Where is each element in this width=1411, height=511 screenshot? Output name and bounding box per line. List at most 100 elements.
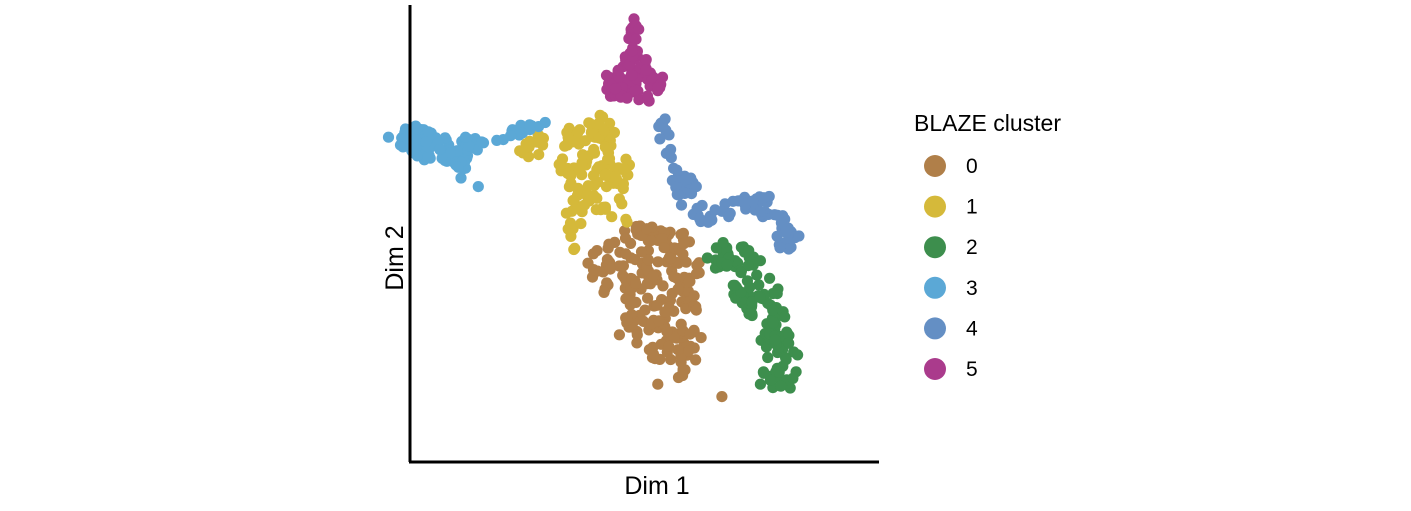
scatter-point-cluster-4 bbox=[653, 120, 665, 133]
legend-label-3: 3 bbox=[966, 277, 978, 300]
scatter-point-cluster-1 bbox=[598, 124, 610, 136]
legend-item-1: 1 bbox=[924, 195, 978, 219]
scatter-point-cluster-1 bbox=[599, 201, 612, 213]
scatter-point-cluster-1 bbox=[524, 135, 536, 147]
scatter-point-cluster-0 bbox=[598, 286, 610, 298]
legend-swatch-0 bbox=[924, 155, 946, 177]
x-axis-label: Dim 1 bbox=[624, 472, 689, 500]
scatter-point-cluster-0 bbox=[684, 328, 696, 340]
scatter-point-cluster-3 bbox=[411, 123, 423, 135]
scatter-point-cluster-1 bbox=[618, 163, 630, 175]
legend-label-2: 2 bbox=[966, 236, 978, 259]
scatter-point-cluster-1 bbox=[582, 180, 594, 192]
legend-swatch-2 bbox=[924, 236, 946, 259]
scatter-point-cluster-5 bbox=[633, 94, 645, 106]
scatter-point-cluster-5 bbox=[626, 45, 638, 57]
scatter-point-cluster-4 bbox=[702, 216, 714, 228]
scatter-point-cluster-2 bbox=[743, 308, 755, 320]
scatter-point-cluster-1 bbox=[610, 173, 622, 185]
scatter-point-cluster-3 bbox=[491, 134, 503, 146]
scatter-point-cluster-0 bbox=[668, 271, 680, 283]
scatter-point-cluster-1 bbox=[599, 141, 611, 153]
scatter-point-cluster-1 bbox=[588, 143, 600, 156]
scatter-point-cluster-0 bbox=[630, 296, 642, 308]
scatter-point-cluster-2 bbox=[767, 288, 779, 300]
scatter-point-cluster-1 bbox=[603, 153, 616, 165]
scatter-point-cluster-0 bbox=[690, 304, 702, 316]
scatter-point-cluster-4 bbox=[690, 181, 702, 193]
scatter-point-cluster-5 bbox=[633, 23, 645, 35]
scatter-point-cluster-3 bbox=[422, 126, 434, 138]
scatter-point-cluster-0 bbox=[613, 329, 626, 341]
scatter-point-cluster-5 bbox=[621, 92, 633, 104]
scatter-point-cluster-5 bbox=[640, 64, 652, 76]
scatter-point-cluster-2 bbox=[729, 279, 741, 291]
legend-swatch-1 bbox=[924, 195, 946, 218]
scatter-point-cluster-1 bbox=[562, 131, 574, 143]
scatter-point-cluster-0 bbox=[647, 348, 660, 360]
scatter-point-cluster-5 bbox=[600, 69, 613, 81]
scatter-point-cluster-3 bbox=[513, 129, 525, 141]
scatter-point-cluster-2 bbox=[764, 374, 777, 386]
scatter-point-cluster-0 bbox=[604, 263, 616, 275]
scatter-point-cluster-4 bbox=[780, 226, 792, 238]
scatter-point-cluster-3 bbox=[382, 131, 395, 143]
scatter-point-cluster-1 bbox=[579, 135, 592, 147]
scatter-point-cluster-2 bbox=[754, 378, 767, 390]
scatter-point-cluster-0 bbox=[587, 264, 600, 276]
scatter-point-cluster-0 bbox=[658, 242, 670, 254]
legend-item-2: 2 bbox=[924, 236, 978, 259]
legend-title: BLAZE cluster bbox=[914, 110, 1061, 136]
scatter-point-cluster-4 bbox=[654, 133, 666, 145]
scatter-point-cluster-3 bbox=[410, 134, 422, 147]
scatter-point-cluster-4 bbox=[727, 195, 739, 207]
scatter-point-cluster-5 bbox=[610, 83, 622, 95]
legend-label-4: 4 bbox=[966, 317, 978, 340]
scatter-point-cluster-0 bbox=[625, 237, 637, 249]
scatter-point-cluster-1 bbox=[606, 211, 618, 223]
scatter-point-cluster-5 bbox=[630, 33, 642, 45]
scatter-point-cluster-0 bbox=[677, 227, 690, 239]
scatter-point-cluster-2 bbox=[754, 291, 766, 303]
scatter-point-cluster-2 bbox=[792, 349, 804, 361]
points-layer bbox=[382, 13, 805, 403]
scatter-point-cluster-2 bbox=[775, 380, 787, 392]
scatter-point-cluster-1 bbox=[565, 170, 577, 182]
scatter-point-cluster-2 bbox=[743, 245, 755, 257]
scatter-point-cluster-0 bbox=[620, 248, 632, 260]
scatter-point-cluster-4 bbox=[663, 129, 675, 141]
scatter-point-cluster-1 bbox=[591, 192, 603, 204]
scatter-point-cluster-1 bbox=[600, 181, 613, 193]
scatter-point-cluster-0 bbox=[617, 260, 630, 272]
scatter-point-cluster-2 bbox=[751, 269, 763, 281]
scatter-point-cluster-4 bbox=[694, 213, 706, 225]
scatter-point-cluster-4 bbox=[671, 164, 683, 176]
scatter-point-cluster-0 bbox=[663, 340, 675, 352]
scatter-point-cluster-0 bbox=[668, 331, 681, 343]
scatter-point-cluster-0 bbox=[587, 248, 600, 260]
scatter-point-cluster-5 bbox=[626, 69, 638, 81]
scatter-point-cluster-4 bbox=[709, 204, 721, 216]
scatter-point-cluster-0 bbox=[642, 292, 654, 304]
scatter-point-cluster-2 bbox=[764, 272, 776, 284]
y-axis-label: Dim 2 bbox=[381, 225, 409, 290]
scatter-point-cluster-0 bbox=[683, 276, 695, 288]
legend-swatch-3 bbox=[924, 276, 946, 299]
scatter-point-cluster-3 bbox=[524, 119, 536, 131]
scatter-point-cluster-0 bbox=[672, 344, 684, 356]
scatter-point-cluster-4 bbox=[774, 242, 786, 254]
scatter-point-cluster-2 bbox=[754, 255, 767, 267]
scatter-point-cluster-4 bbox=[758, 192, 770, 204]
scatter-point-cluster-3 bbox=[463, 140, 475, 152]
legend-swatch-5 bbox=[924, 358, 946, 380]
scatter-point-cluster-4 bbox=[671, 188, 683, 201]
scatter-point-cluster-4 bbox=[747, 195, 759, 207]
scatter-point-cluster-0 bbox=[622, 314, 634, 326]
scatter-point-cluster-4 bbox=[723, 211, 735, 223]
scatter-point-cluster-3 bbox=[455, 172, 467, 184]
scatter-point-cluster-2 bbox=[783, 337, 795, 349]
scatter-point-cluster-1 bbox=[613, 193, 626, 205]
scatter-point-cluster-0 bbox=[652, 378, 664, 390]
scatter-point-cluster-4 bbox=[675, 199, 688, 211]
scatter-point-cluster-3 bbox=[434, 143, 446, 156]
